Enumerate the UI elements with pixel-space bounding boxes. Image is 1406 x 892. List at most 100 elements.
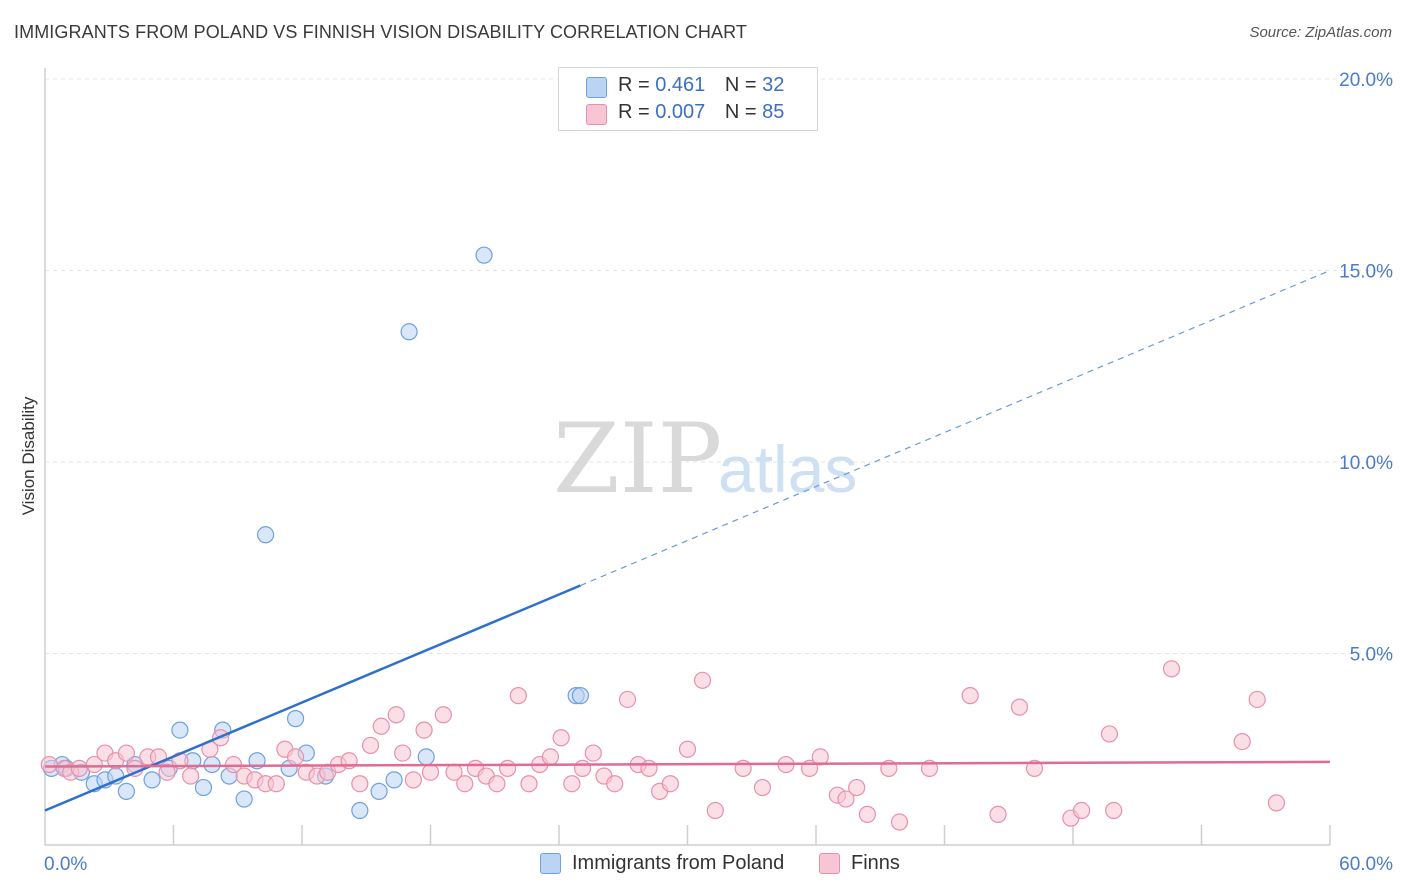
point-poland bbox=[385, 771, 403, 789]
point-poland bbox=[143, 771, 161, 789]
trend-lines bbox=[44, 269, 1331, 812]
point-finns bbox=[286, 748, 305, 766]
point-finns bbox=[1072, 801, 1091, 820]
trend-line-poland bbox=[44, 584, 581, 812]
point-finns bbox=[693, 671, 712, 689]
point-poland bbox=[171, 721, 189, 739]
point-finns bbox=[361, 736, 380, 755]
point-finns bbox=[961, 687, 979, 705]
point-finns bbox=[456, 775, 474, 793]
point-poland bbox=[286, 710, 305, 728]
point-finns bbox=[573, 759, 592, 778]
legend-n-value-finns: 85 bbox=[762, 101, 785, 123]
point-finns bbox=[434, 706, 452, 724]
point-finns bbox=[706, 801, 724, 820]
legend-r-label: R = bbox=[618, 101, 656, 123]
point-poland bbox=[417, 748, 435, 766]
point-finns bbox=[1025, 759, 1044, 778]
y-tick-label: 15.0% bbox=[1339, 262, 1393, 283]
point-finns bbox=[158, 763, 176, 781]
point-finns bbox=[606, 775, 624, 793]
point-poland bbox=[400, 323, 418, 341]
point-finns bbox=[1233, 732, 1251, 751]
legend-swatch-poland bbox=[586, 77, 607, 98]
series-swatch-finns bbox=[819, 853, 840, 874]
watermark-zip: ZIP bbox=[553, 403, 722, 515]
point-finns bbox=[415, 721, 433, 739]
point-poland bbox=[351, 801, 369, 820]
point-finns bbox=[520, 775, 538, 793]
point-finns bbox=[1248, 690, 1266, 709]
y-tick-label: 5.0% bbox=[1350, 645, 1393, 666]
point-finns bbox=[563, 775, 581, 793]
point-finns bbox=[837, 790, 855, 808]
point-finns bbox=[509, 687, 527, 705]
y-axis-label: Vision Disability bbox=[19, 396, 38, 515]
point-finns bbox=[1267, 794, 1286, 812]
point-finns bbox=[640, 759, 658, 778]
watermark-atlas: atlas bbox=[718, 432, 857, 506]
point-poland bbox=[571, 687, 590, 705]
point-finns bbox=[387, 706, 405, 724]
point-poland bbox=[117, 782, 135, 800]
grid-lines bbox=[45, 78, 1395, 654]
point-finns bbox=[1010, 698, 1029, 716]
point-finns bbox=[1105, 801, 1123, 820]
legend-r-value-finns: 0.007 bbox=[655, 101, 706, 123]
point-finns bbox=[1162, 660, 1181, 678]
point-finns bbox=[182, 767, 200, 785]
x-tick-label: 60.0% bbox=[1339, 854, 1393, 875]
point-finns bbox=[40, 755, 58, 774]
legend-n-value-poland: 32 bbox=[762, 74, 785, 96]
x-tick-label: 0.0% bbox=[44, 854, 87, 875]
point-finns bbox=[372, 717, 390, 735]
legend-r-label: R = bbox=[618, 74, 656, 96]
point-poland bbox=[256, 526, 275, 544]
chart-title: IMMIGRANTS FROM POLAND VS FINNISH VISION… bbox=[14, 22, 747, 42]
point-finns bbox=[267, 775, 285, 793]
point-finns bbox=[890, 813, 909, 831]
point-finns bbox=[858, 805, 877, 823]
point-finns bbox=[661, 775, 679, 793]
y-tick-label: 10.0% bbox=[1339, 453, 1393, 474]
point-finns bbox=[351, 775, 369, 793]
axes bbox=[44, 68, 1331, 846]
point-finns bbox=[404, 771, 422, 789]
point-finns bbox=[1100, 725, 1119, 743]
series-swatch-poland bbox=[540, 853, 561, 874]
point-finns bbox=[499, 759, 517, 778]
tick-labels: 5.0% 10.0% 15.0% 20.0% 0.0% 60.0% bbox=[44, 70, 1393, 875]
point-finns bbox=[421, 763, 440, 781]
point-finns bbox=[394, 744, 412, 762]
legend-r-value-poland: 0.461 bbox=[655, 74, 706, 96]
point-poland bbox=[203, 755, 221, 774]
point-finns bbox=[70, 759, 88, 778]
point-finns bbox=[552, 729, 570, 747]
trend-line-poland-extension bbox=[580, 269, 1331, 587]
correlation-legend: R = 0.461 N = 32 R = 0.007 N = 85 bbox=[558, 67, 818, 131]
point-poland bbox=[370, 782, 388, 800]
chart-source: Source: ZipAtlas.com bbox=[1249, 24, 1392, 41]
point-finns bbox=[989, 805, 1007, 823]
legend-n-label: N = bbox=[724, 101, 763, 123]
point-finns bbox=[541, 748, 560, 766]
y-tick-label: 20.0% bbox=[1339, 70, 1393, 91]
series-label-finns: Finns bbox=[851, 852, 900, 874]
point-poland bbox=[235, 790, 253, 808]
point-finns bbox=[85, 755, 103, 774]
point-finns bbox=[117, 744, 135, 762]
point-finns bbox=[753, 778, 772, 797]
point-finns bbox=[848, 778, 866, 797]
watermark: ZIP atlas bbox=[553, 403, 857, 515]
point-poland bbox=[194, 778, 213, 797]
point-finns bbox=[618, 690, 637, 709]
legend-n-label: N = bbox=[724, 74, 763, 96]
point-finns bbox=[678, 740, 697, 758]
point-finns bbox=[584, 744, 602, 762]
data-points bbox=[40, 246, 1286, 831]
point-finns bbox=[488, 775, 506, 793]
point-poland bbox=[475, 246, 493, 264]
series-label-poland: Immigrants from Poland bbox=[572, 852, 785, 874]
trend-line-finns bbox=[44, 760, 1331, 768]
